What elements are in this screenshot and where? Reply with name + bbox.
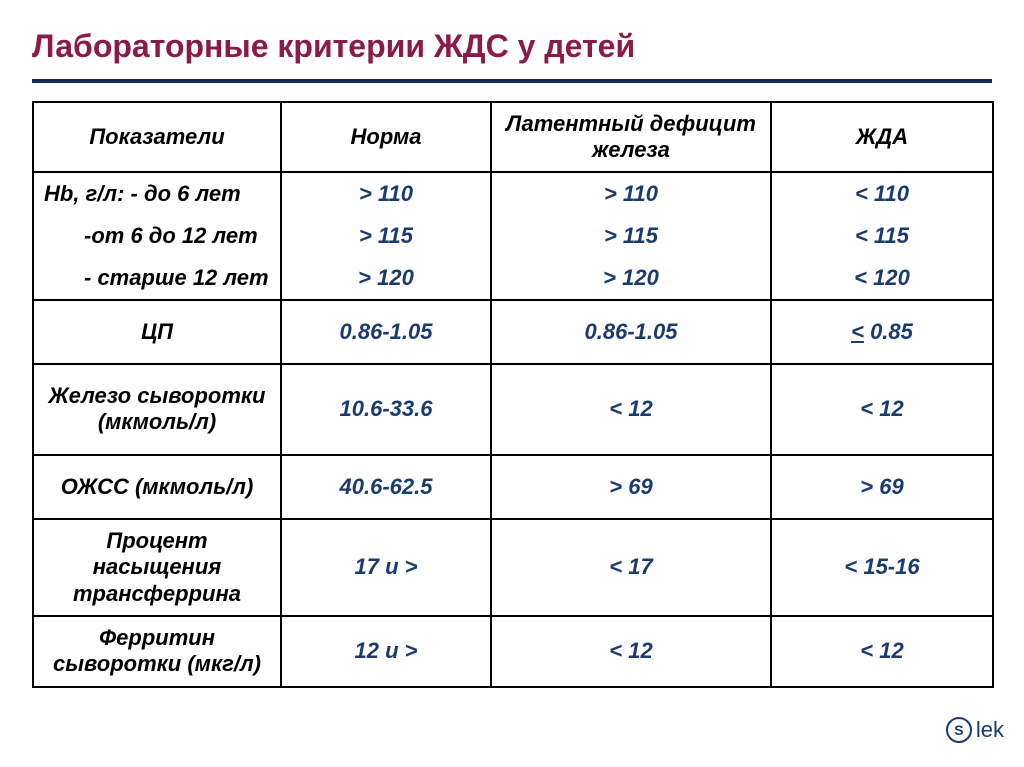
- table-row: -от 6 до 12 лет > 115 > 115 < 115: [33, 215, 993, 257]
- cell-value: < 17: [491, 519, 771, 616]
- col-header: ЖДА: [771, 102, 993, 172]
- cell-value: > 120: [491, 257, 771, 300]
- cell-value: < 0.85: [771, 300, 993, 364]
- cell-value: < 115: [771, 215, 993, 257]
- cell-value: < 12: [771, 616, 993, 687]
- row-label: Ферритин сыворотки (мкг/л): [33, 616, 281, 687]
- logo-text: lek: [976, 717, 1004, 743]
- cell-value: > 69: [771, 455, 993, 519]
- cell-value: < 12: [491, 364, 771, 455]
- criteria-table: Показатели Норма Латентный дефицит желез…: [32, 101, 994, 688]
- row-label: Hb, г/л: - до 6 лет: [33, 172, 281, 215]
- row-label: Железо сыворотки (мкмоль/л): [33, 364, 281, 455]
- table-row: ЦП 0.86-1.05 0.86-1.05 < 0.85: [33, 300, 993, 364]
- col-header: Показатели: [33, 102, 281, 172]
- cell-value: 40.6-62.5: [281, 455, 491, 519]
- cell-value: < 120: [771, 257, 993, 300]
- cell-value: > 120: [281, 257, 491, 300]
- cell-value: > 115: [281, 215, 491, 257]
- page-title: Лабораторные критерии ЖДС у детей: [32, 28, 992, 65]
- cell-value: 17 и >: [281, 519, 491, 616]
- row-label: ЦП: [33, 300, 281, 364]
- cell-value: 10.6-33.6: [281, 364, 491, 455]
- row-label: Процент насыщения трансферрина: [33, 519, 281, 616]
- row-label: - старше 12 лет: [33, 257, 281, 300]
- col-header: Латентный дефицит железа: [491, 102, 771, 172]
- cell-value: > 69: [491, 455, 771, 519]
- cell-value: 12 и >: [281, 616, 491, 687]
- row-label: -от 6 до 12 лет: [33, 215, 281, 257]
- cell-value: 0.86-1.05: [281, 300, 491, 364]
- row-label: ОЖСС (мкмоль/л): [33, 455, 281, 519]
- logo-mark-icon: S: [946, 717, 972, 743]
- table-row: Железо сыворотки (мкмоль/л) 10.6-33.6 < …: [33, 364, 993, 455]
- cell-value: < 12: [771, 364, 993, 455]
- table-row: Hb, г/л: - до 6 лет > 110 > 110 < 110: [33, 172, 993, 215]
- col-header: Норма: [281, 102, 491, 172]
- cell-value: < 15-16: [771, 519, 993, 616]
- cell-value: > 110: [281, 172, 491, 215]
- table-row: - старше 12 лет > 120 > 120 < 120: [33, 257, 993, 300]
- cell-value: < 110: [771, 172, 993, 215]
- cell-value: > 110: [491, 172, 771, 215]
- table-row: Ферритин сыворотки (мкг/л) 12 и > < 12 <…: [33, 616, 993, 687]
- table-row: Процент насыщения трансферрина 17 и > < …: [33, 519, 993, 616]
- cell-value: < 12: [491, 616, 771, 687]
- title-rule: [32, 79, 992, 83]
- cell-value: 0.86-1.05: [491, 300, 771, 364]
- table-row: ОЖСС (мкмоль/л) 40.6-62.5 > 69 > 69: [33, 455, 993, 519]
- table-header-row: Показатели Норма Латентный дефицит желез…: [33, 102, 993, 172]
- brand-logo: S lek: [946, 717, 1004, 743]
- cell-value: > 115: [491, 215, 771, 257]
